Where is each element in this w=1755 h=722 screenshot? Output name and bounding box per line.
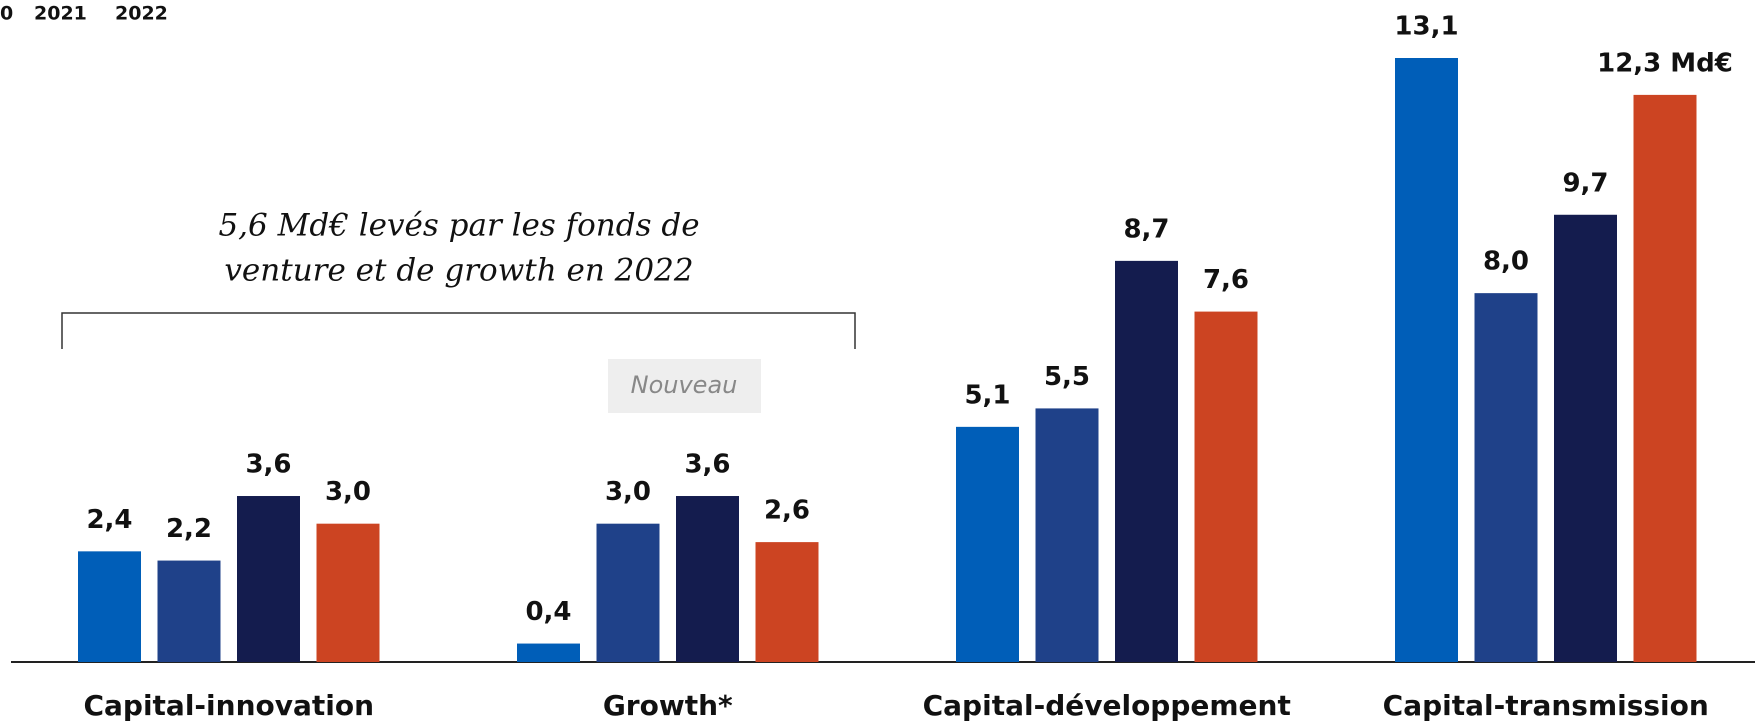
bar <box>316 523 380 662</box>
bar <box>78 551 141 662</box>
value-label: 3,6 <box>245 450 291 480</box>
bar <box>1554 214 1617 662</box>
bar <box>1633 94 1697 662</box>
bar <box>1474 293 1538 662</box>
value-label: 5,1 <box>964 380 1010 410</box>
category-label: Capital-innovation <box>83 689 374 722</box>
bar <box>1395 58 1458 662</box>
bar <box>596 523 660 662</box>
category-label: Capital-transmission <box>1383 689 1709 722</box>
value-label: 7,6 <box>1203 265 1249 295</box>
bar <box>676 496 739 662</box>
value-label: 0,4 <box>525 597 571 627</box>
value-label: 2,6 <box>764 496 810 526</box>
value-label: 5,5 <box>1044 362 1090 392</box>
category-label: Capital-développement <box>923 689 1291 722</box>
bar <box>1035 408 1099 662</box>
bracket <box>61 312 856 349</box>
value-label: 3,0 <box>325 477 371 507</box>
badge: Nouveau <box>631 371 738 399</box>
bar <box>1115 260 1178 662</box>
bar <box>1194 311 1258 662</box>
bar <box>755 542 819 662</box>
value-label: 3,6 <box>684 450 730 480</box>
value-label: 8,0 <box>1483 247 1529 277</box>
legend-label: 0 <box>0 3 13 25</box>
badge-box <box>608 359 761 413</box>
bar <box>517 643 580 662</box>
value-label: 12,3 Md€ <box>1597 48 1733 78</box>
value-label: 8,7 <box>1123 214 1169 244</box>
value-label: 13,1 <box>1394 12 1458 42</box>
category-label: Growth* <box>603 689 733 722</box>
annotation: venture et de growth en 2022 <box>224 253 693 289</box>
bar <box>237 496 300 662</box>
legend-label: 2022 <box>115 3 168 25</box>
value-label: 2,2 <box>166 514 212 544</box>
value-label: 9,7 <box>1562 168 1608 198</box>
annotation: 5,6 Md€ levés par les fonds de <box>218 208 699 244</box>
value-label: 3,0 <box>605 477 651 507</box>
value-label: 2,4 <box>86 505 132 535</box>
bar <box>157 560 221 662</box>
bar <box>956 426 1019 662</box>
legend-label: 2021 <box>34 3 87 25</box>
